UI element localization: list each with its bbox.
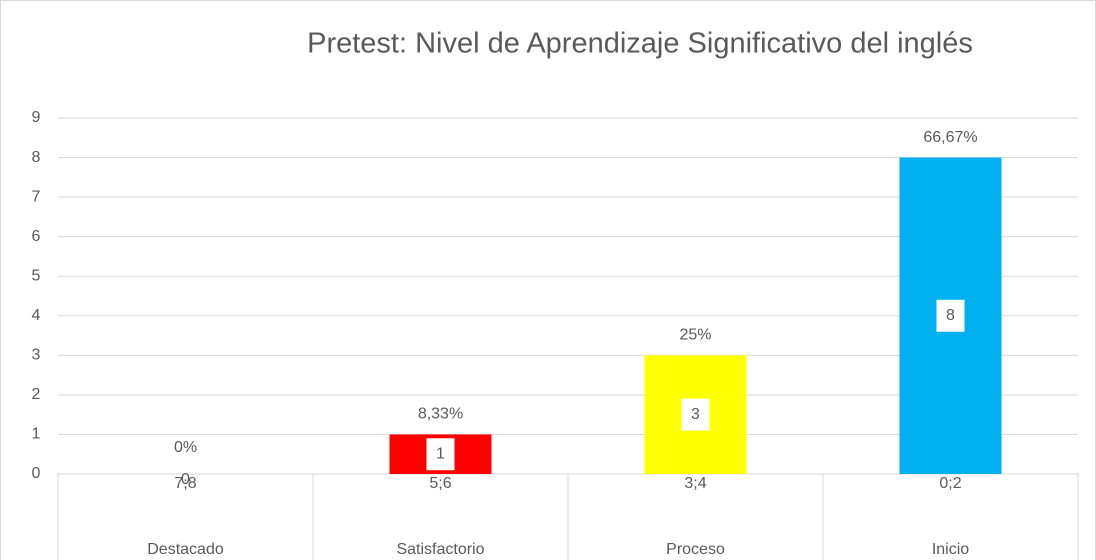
y-tick-label: 3 — [32, 347, 41, 364]
x-group-label: Inicio — [932, 541, 969, 558]
x-tick-label: 7;8 — [174, 475, 196, 492]
x-tick-label: 0;2 — [939, 475, 961, 492]
value-label-box — [936, 299, 965, 332]
y-tick-label: 1 — [32, 426, 41, 443]
y-tick-label: 5 — [32, 267, 41, 284]
percent-label: 25% — [679, 327, 711, 344]
value-label: 3 — [691, 406, 700, 423]
percent-label: 0% — [174, 439, 197, 456]
x-group-label: Proceso — [666, 541, 725, 558]
y-tick-label: 8 — [32, 149, 41, 166]
y-tick-label: 6 — [32, 228, 41, 245]
value-label: 8 — [946, 307, 955, 324]
x-tick-label: 5;6 — [429, 475, 451, 492]
x-group-label: Destacado — [147, 541, 224, 558]
y-tick-label: 9 — [32, 109, 41, 126]
y-tick-label: 4 — [32, 307, 41, 324]
percent-label: 8,33% — [418, 406, 463, 423]
x-group-label: Satisfactorio — [396, 541, 484, 558]
y-tick-label: 7 — [32, 188, 41, 205]
value-label: 0 — [181, 471, 190, 488]
value-label-box — [426, 438, 455, 471]
value-label: 1 — [436, 445, 445, 462]
y-tick-label: 2 — [32, 386, 41, 403]
y-tick-label: 0 — [32, 465, 41, 482]
percent-label: 66,67% — [923, 129, 977, 146]
x-tick-label: 3;4 — [684, 475, 706, 492]
value-label-box — [681, 398, 710, 431]
chart-title: Pretest: Nivel de Aprendizaje Significat… — [307, 28, 973, 60]
